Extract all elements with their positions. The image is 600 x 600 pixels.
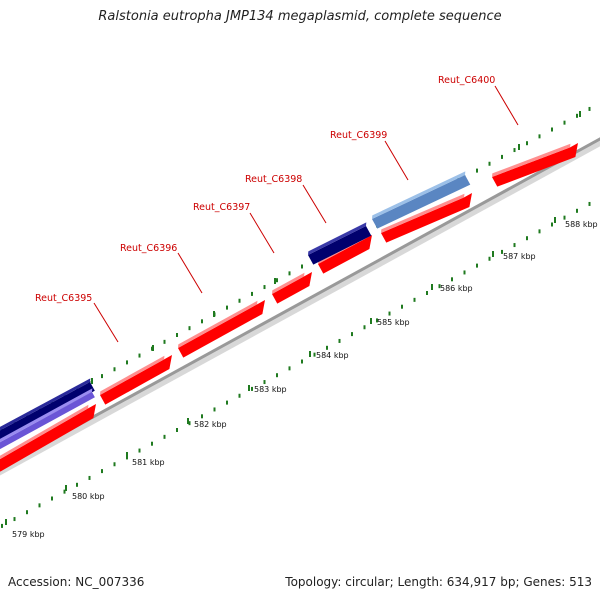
gene-label: Reut_C6400	[438, 75, 495, 86]
forward-gene-bevel	[272, 272, 305, 294]
gene-label: Reut_C6396	[120, 243, 177, 254]
topology-stats-text: Topology: circular; Length: 634,917 bp; …	[285, 575, 592, 589]
forward-gene	[100, 355, 172, 405]
gene-label: Reut_C6397	[193, 202, 250, 213]
forward-gene-face	[492, 143, 578, 187]
reverse-gene	[308, 222, 372, 265]
gene-label-leader	[302, 184, 327, 224]
forward-gene	[272, 272, 312, 304]
gene-label-leader	[384, 140, 409, 181]
accession-text: Accession: NC_007336	[8, 575, 145, 589]
forward-gene	[178, 300, 265, 358]
backbone-shadow	[0, 139, 600, 476]
scale-label: 585 kbp	[377, 318, 410, 327]
forward-gene	[0, 404, 96, 472]
forward-gene-bevel	[381, 193, 465, 233]
gene-label-leader	[249, 212, 275, 254]
reverse-gene-purple	[0, 388, 95, 450]
scale-label: 584 kbp	[316, 351, 349, 360]
scale-label: 582 kbp	[194, 420, 227, 429]
reverse-gene-purple-bevel	[0, 388, 93, 443]
forward-gene-bevel	[100, 355, 165, 395]
reverse-gene-purple-face	[0, 392, 95, 450]
forward-gene-face	[272, 272, 312, 304]
scale-label: 580 kbp	[72, 492, 105, 501]
reverse-gene-bevel	[0, 378, 91, 431]
scale-label: 588 kbp	[565, 220, 598, 229]
gene-label: Reut_C6398	[245, 174, 302, 185]
reverse-gene-light-bevel	[372, 171, 466, 219]
reverse-gene-light	[372, 171, 471, 229]
scale-label: 579 kbp	[12, 530, 45, 539]
reverse-gene-bevel	[308, 222, 367, 255]
forward-gene-bevel	[492, 143, 571, 177]
reverse-gene-face	[308, 226, 372, 265]
forward-gene-bevel	[0, 404, 89, 460]
forward-gene	[492, 143, 578, 187]
gene-label-leader	[494, 85, 519, 126]
scale-label: 586 kbp	[440, 284, 473, 293]
gene-label-leader	[177, 252, 203, 294]
forward-gene-face	[100, 355, 172, 405]
gene-label-leader	[93, 302, 119, 343]
reverse-gene-light-face	[372, 175, 471, 229]
forward-gene-face	[178, 300, 265, 358]
forward-gene	[381, 193, 472, 243]
gene-label: Reut_C6399	[330, 130, 387, 141]
scale-label: 581 kbp	[132, 458, 165, 467]
gene-label: Reut_C6395	[35, 293, 92, 304]
forward-gene-face	[0, 404, 96, 472]
scale-label: 583 kbp	[254, 385, 287, 394]
forward-gene-face	[318, 235, 372, 274]
forward-gene-bevel	[178, 300, 258, 348]
map-title: Ralstonia eutropha JMP134 megaplasmid, c…	[98, 9, 502, 24]
scale-label: 587 kbp	[503, 252, 536, 261]
forward-gene-face	[381, 193, 472, 243]
